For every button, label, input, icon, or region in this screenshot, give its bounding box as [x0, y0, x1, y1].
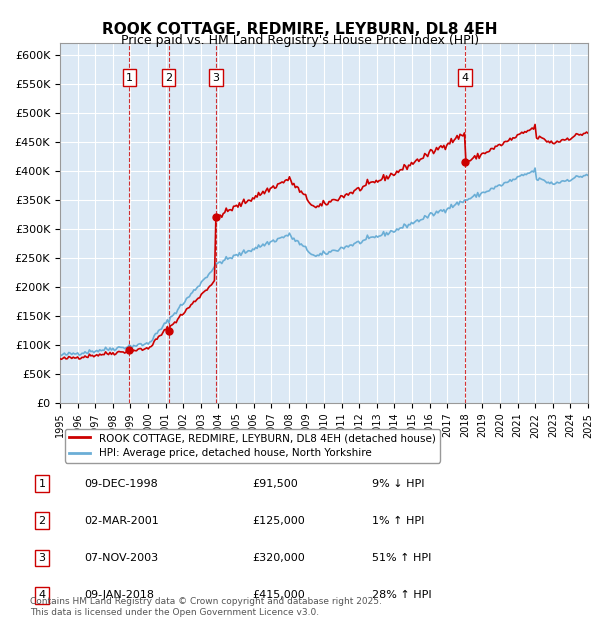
Text: 02-MAR-2001: 02-MAR-2001	[84, 516, 159, 526]
Text: 4: 4	[38, 590, 46, 600]
Text: 1: 1	[38, 479, 46, 489]
Text: 9% ↓ HPI: 9% ↓ HPI	[372, 479, 425, 489]
Text: 09-DEC-1998: 09-DEC-1998	[84, 479, 158, 489]
Text: ROOK COTTAGE, REDMIRE, LEYBURN, DL8 4EH: ROOK COTTAGE, REDMIRE, LEYBURN, DL8 4EH	[102, 22, 498, 37]
Text: 4: 4	[462, 73, 469, 82]
Text: Price paid vs. HM Land Registry's House Price Index (HPI): Price paid vs. HM Land Registry's House …	[121, 34, 479, 47]
Text: 1: 1	[126, 73, 133, 82]
Text: Contains HM Land Registry data © Crown copyright and database right 2025.
This d: Contains HM Land Registry data © Crown c…	[30, 598, 382, 617]
Text: 51% ↑ HPI: 51% ↑ HPI	[372, 553, 431, 563]
Text: 2: 2	[38, 516, 46, 526]
Legend: ROOK COTTAGE, REDMIRE, LEYBURN, DL8 4EH (detached house), HPI: Average price, de: ROOK COTTAGE, REDMIRE, LEYBURN, DL8 4EH …	[65, 429, 440, 463]
Text: £415,000: £415,000	[252, 590, 305, 600]
Text: 2: 2	[165, 73, 172, 82]
Text: 3: 3	[38, 553, 46, 563]
Text: £125,000: £125,000	[252, 516, 305, 526]
Text: £91,500: £91,500	[252, 479, 298, 489]
Text: 3: 3	[212, 73, 219, 82]
Text: 07-NOV-2003: 07-NOV-2003	[84, 553, 158, 563]
Text: 1% ↑ HPI: 1% ↑ HPI	[372, 516, 424, 526]
Text: 28% ↑ HPI: 28% ↑ HPI	[372, 590, 431, 600]
Text: £320,000: £320,000	[252, 553, 305, 563]
Text: 09-JAN-2018: 09-JAN-2018	[84, 590, 154, 600]
